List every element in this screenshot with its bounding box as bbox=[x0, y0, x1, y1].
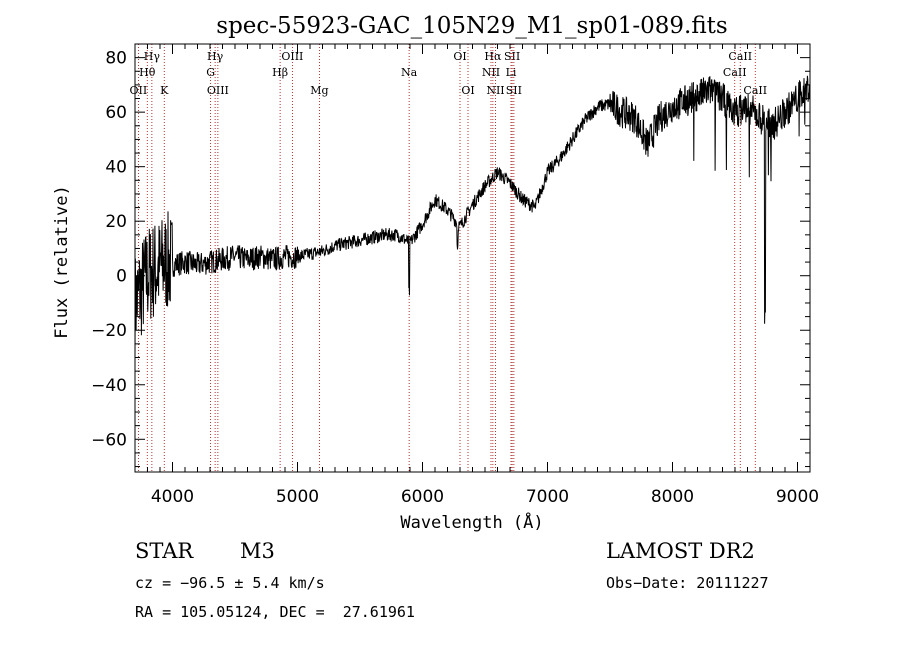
marker-label: G bbox=[206, 66, 215, 79]
redshift-text: cz = −96.5 ± 5.4 km/s bbox=[135, 574, 325, 592]
x-tick-label: 7000 bbox=[526, 487, 569, 507]
marker-label: CaII bbox=[743, 84, 767, 97]
marker-label: NII bbox=[482, 66, 500, 79]
x-tick-label: 5000 bbox=[276, 487, 319, 507]
chart-title: spec-55923-GAC_105N29_M1_sp01-089.fits bbox=[216, 13, 727, 39]
x-tick-label: 6000 bbox=[401, 487, 444, 507]
marker-label: Li bbox=[506, 66, 517, 79]
marker-label: OI bbox=[453, 50, 466, 63]
marker-label: CaII bbox=[723, 66, 747, 79]
marker-label: Na bbox=[401, 66, 418, 79]
plot-frame bbox=[134, 43, 811, 473]
y-tick-label: 0 bbox=[116, 267, 127, 287]
marker-label: OI bbox=[461, 84, 474, 97]
y-tick-label: 20 bbox=[105, 212, 127, 232]
y-tick-label: −60 bbox=[91, 430, 127, 450]
y-tick-label: −20 bbox=[91, 321, 127, 341]
obs-date-text: Obs−Date: 20111227 bbox=[606, 574, 769, 592]
y-tick-label: 80 bbox=[105, 49, 127, 69]
coordinates-text: RA = 105.05124, DEC = 27.61961 bbox=[135, 603, 415, 621]
marker-label: SII bbox=[506, 84, 522, 97]
marker-label: OIII bbox=[207, 84, 229, 97]
y-tick-label: 60 bbox=[105, 103, 127, 123]
marker-label: OIII bbox=[281, 50, 303, 63]
marker-label: Hθ bbox=[139, 66, 156, 79]
marker-label: SII bbox=[504, 50, 520, 63]
y-tick-label: 40 bbox=[105, 158, 127, 178]
axes: 4000 5000 6000 7000 8000 9000 −60 −40 −20 0 20 40 60… bbox=[91, 43, 819, 507]
marker-label: Mg bbox=[310, 84, 328, 97]
object-class: STAR bbox=[135, 539, 194, 563]
y-axis-label: Flux (relative) bbox=[52, 185, 72, 339]
x-axis-label: Wavelength (Å) bbox=[400, 511, 543, 533]
marker-label: CaII bbox=[728, 50, 752, 63]
marker-label: OII bbox=[130, 84, 148, 97]
survey-name: LAMOST DR2 bbox=[606, 539, 755, 563]
marker-label: Hα bbox=[484, 50, 502, 63]
marker-label: Hγ bbox=[144, 50, 161, 63]
marker-label: Hγ bbox=[207, 50, 224, 63]
x-tick-label: 9000 bbox=[776, 487, 819, 507]
y-tick-label: −40 bbox=[91, 376, 127, 396]
marker-label: Hβ bbox=[272, 66, 288, 79]
object-subclass: M3 bbox=[240, 539, 275, 563]
spectrum-line bbox=[134, 75, 811, 355]
x-tick-label: 4000 bbox=[151, 487, 194, 507]
x-tick-label: 8000 bbox=[651, 487, 694, 507]
marker-label: NII bbox=[486, 84, 504, 97]
marker-label: K bbox=[160, 84, 169, 97]
